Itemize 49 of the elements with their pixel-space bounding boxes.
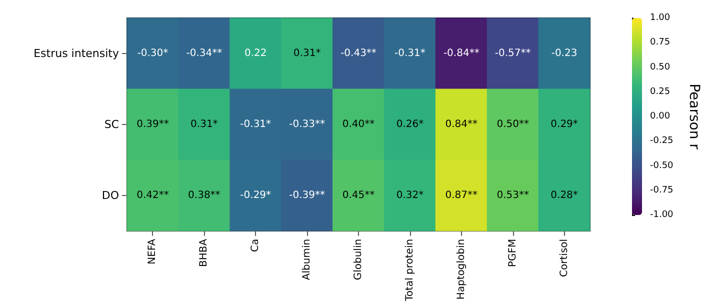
- data-label: 0.45**: [342, 190, 375, 201]
- data-label: -0.31*: [394, 48, 426, 59]
- x-tick-label: Ca: [250, 238, 262, 252]
- data-label: -0.33**: [289, 118, 325, 130]
- data-label: -0.29*: [240, 190, 272, 201]
- y-tick-label: DO: [102, 188, 120, 202]
- data-label: -0.30*: [137, 48, 168, 59]
- data-label: -0.23: [551, 48, 578, 59]
- data-label: -0.43**: [340, 48, 376, 59]
- data-label: 0.31*: [293, 48, 321, 59]
- data-label: 0.39**: [136, 118, 169, 130]
- color-bar-label: -0.75: [650, 185, 674, 196]
- data-label: 0.50**: [496, 118, 529, 130]
- data-label: 0.29*: [550, 118, 578, 130]
- y-tick-label: SC: [104, 118, 120, 131]
- data-label: -0.34**: [186, 48, 222, 59]
- data-label: -0.31*: [240, 118, 272, 130]
- x-tick-label: Total protein: [404, 238, 416, 302]
- x-tick-label: Globulin: [353, 238, 364, 280]
- x-tick-label: Haptoglobin: [456, 238, 467, 300]
- color-bar-label: 1.00: [650, 13, 670, 23]
- data-label: 0.87**: [445, 190, 478, 201]
- data-label: 0.53**: [496, 190, 529, 201]
- color-bar-label: 0.25: [650, 86, 670, 97]
- color-bar-title: Pearson r: [686, 84, 702, 150]
- data-label: 0.28*: [550, 190, 578, 201]
- data-label: 0.22: [244, 48, 267, 59]
- x-tick-label: Albumin: [302, 238, 313, 280]
- x-tick-label: PGFM: [507, 238, 518, 268]
- data-label: 0.42**: [136, 190, 169, 201]
- data-label: 0.38**: [188, 190, 220, 201]
- color-bar-label: 0.00: [650, 112, 670, 122]
- data-label: 0.31*: [190, 118, 218, 130]
- data-label: -0.39**: [289, 190, 325, 201]
- color-bar-label: -1.00: [650, 210, 674, 220]
- data-label: 0.32*: [396, 190, 424, 201]
- color-bar-label: -0.25: [650, 136, 674, 146]
- data-label: 0.26*: [396, 118, 424, 130]
- y-tick-label: Estrus intensity: [34, 46, 120, 60]
- data-label: -0.84**: [443, 48, 480, 59]
- x-tick-label: NEFA: [147, 238, 158, 264]
- color-bar-label: 0.50: [650, 62, 670, 72]
- x-tick-label: Cortisol: [558, 238, 570, 277]
- color-bar-label: 0.75: [650, 38, 670, 48]
- data-label: -0.57**: [494, 48, 531, 59]
- data-label: 0.84**: [445, 118, 478, 130]
- x-tick-label: BHBA: [198, 238, 210, 268]
- data-label: 0.40**: [342, 118, 375, 130]
- color-bar-label: -0.50: [650, 160, 674, 171]
